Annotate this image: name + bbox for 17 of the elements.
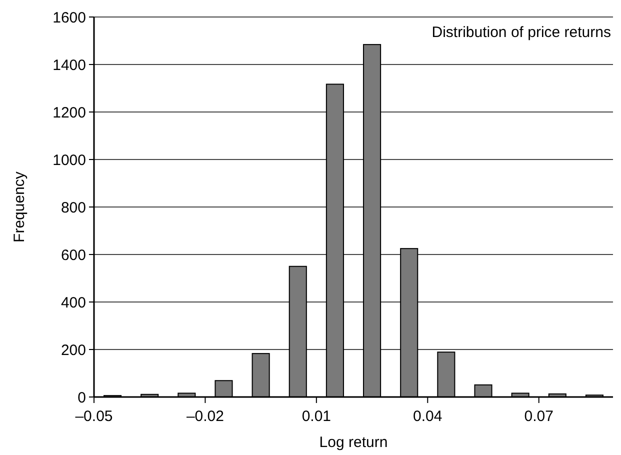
y-tick-label: 1000 <box>52 152 86 169</box>
y-tick-label: 1200 <box>52 104 86 122</box>
text: Distribution of price returns <box>432 24 611 41</box>
x-tick-label: –0.02 <box>186 408 224 425</box>
x-tick-label: 0.01 <box>302 408 332 425</box>
x-tick-label: –0.05 <box>75 408 113 425</box>
y-tick-label: 200 <box>60 342 86 359</box>
y-tick-label: 600 <box>60 246 86 264</box>
y-tick-label: 0 <box>78 389 86 406</box>
y-tick-label: 400 <box>60 294 86 312</box>
y-tick-label: 1400 <box>52 56 86 74</box>
y-axis-title: Frequency <box>11 171 28 242</box>
x-tick-label: 0.07 <box>524 408 554 425</box>
y-tick-label: 800 <box>60 199 86 216</box>
y-tick-label: 1600 <box>52 9 86 26</box>
x-tick-label: 0.04 <box>413 408 442 425</box>
x-axis-title: Log return <box>319 434 388 451</box>
